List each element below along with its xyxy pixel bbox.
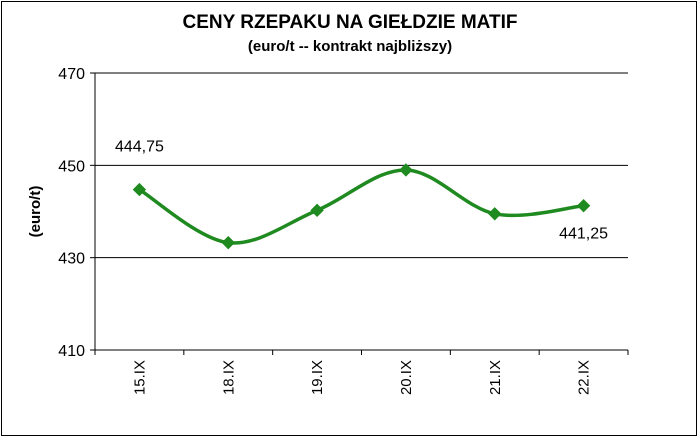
data-label: 441,25 [559, 226, 608, 243]
y-tick-label: 430 [58, 251, 85, 268]
x-tick-label: 22.IX [576, 360, 593, 395]
grid-lines [95, 72, 628, 259]
data-point-marker [221, 235, 235, 250]
x-tick-label: 19.IX [309, 360, 326, 395]
x-tick-label: 15.IX [131, 360, 148, 395]
series-line [138, 168, 584, 245]
chart-title: CENY RZEPAKU NA GIEŁDZIE MATIF [182, 12, 518, 33]
data-point-marker [399, 163, 413, 177]
data-point-marker [310, 203, 324, 218]
y-tick-labels: 410 430 450 470 [58, 66, 95, 360]
chart-subtitle: (euro/t -- kontrakt najbliższy) [247, 38, 453, 55]
x-tick-labels: 15.IX 18.IX 19.IX 20.IX 21.IX 22.IX [94, 350, 629, 395]
data-point-marker [576, 199, 591, 213]
data-label: 444,75 [115, 139, 164, 156]
data-point-marker [132, 182, 147, 197]
y-axis-label: (euro/t) [27, 186, 44, 238]
data-labels: 444,75 441,25 [115, 139, 608, 243]
x-tick-label: 18.IX [220, 360, 237, 395]
x-tick-label: 20.IX [398, 360, 415, 395]
x-tick-label: 21.IX [487, 360, 504, 395]
y-tick-label: 450 [58, 158, 85, 175]
y-tick-label: 470 [58, 66, 85, 83]
data-point-marker [488, 207, 502, 221]
y-tick-label: 410 [58, 343, 85, 360]
series-layer [132, 163, 591, 250]
